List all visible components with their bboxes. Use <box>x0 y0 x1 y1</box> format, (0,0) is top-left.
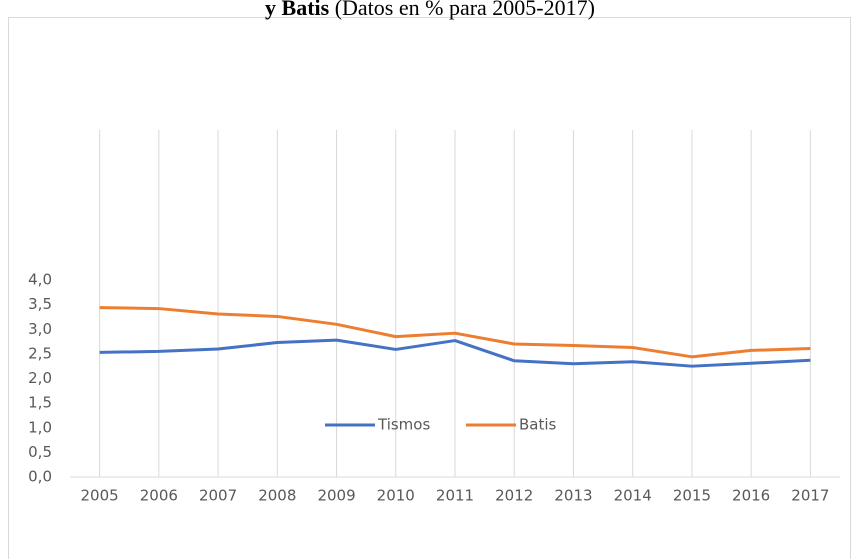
x-tick-label: 2015 <box>673 487 711 505</box>
chart-title: (Datos en % para 2005-2017) <box>335 0 595 20</box>
chart-title-bold: y Batis <box>265 0 330 20</box>
x-tick-label: 2016 <box>732 487 770 505</box>
y-tick-label: 2,5 <box>28 344 52 362</box>
y-tick-label: 0,0 <box>28 468 52 486</box>
series-line <box>99 306 811 359</box>
x-tick-label: 2010 <box>377 487 415 505</box>
x-tick-label: 2012 <box>495 487 533 505</box>
legend-label: Tismos <box>377 416 430 434</box>
y-tick-label: 2,0 <box>28 369 52 387</box>
y-tick-label: 1,5 <box>28 394 52 412</box>
y-tick-label: 1,0 <box>28 418 52 436</box>
x-tick-label: 2008 <box>258 487 296 505</box>
x-tick-label: 2017 <box>791 487 829 505</box>
x-tick-label: 2009 <box>317 487 355 505</box>
x-tick-label: 2011 <box>436 487 474 505</box>
x-tick-label: 2005 <box>81 487 119 505</box>
y-tick-label: 4,0 <box>28 271 52 289</box>
chart-title-group: y Batis (Datos en % para 2005-2017) <box>265 0 595 20</box>
x-tick-label: 2006 <box>140 487 178 505</box>
legend-label: Batis <box>519 416 557 434</box>
x-tick-label: 2013 <box>554 487 592 505</box>
y-tick-label: 3,0 <box>28 320 52 338</box>
x-tick-label: 2007 <box>199 487 237 505</box>
chart-frame <box>8 17 851 559</box>
x-tick-label: 2014 <box>614 487 652 505</box>
series-line <box>99 338 811 368</box>
y-tick-label: 3,5 <box>28 295 52 313</box>
y-tick-label: 0,5 <box>28 443 52 461</box>
